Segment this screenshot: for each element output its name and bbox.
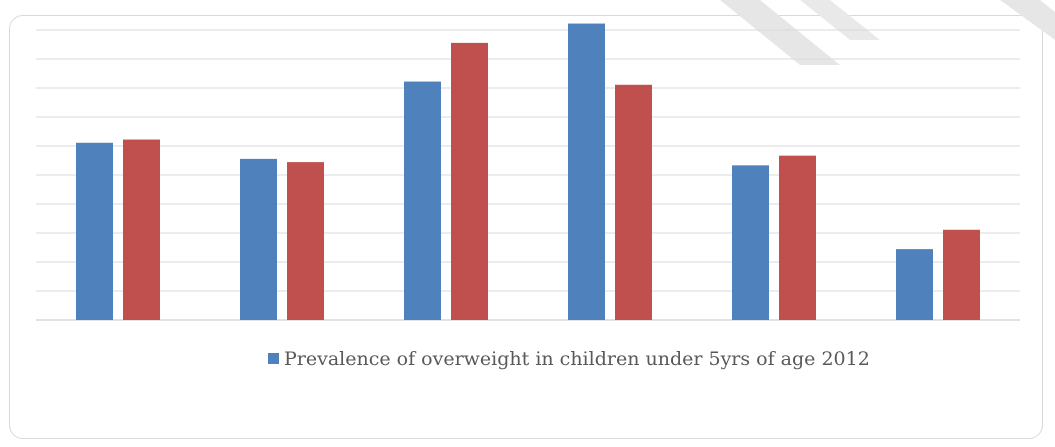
- bar-series-2-group-4: [615, 84, 652, 321]
- bar-series-2-group-5: [779, 155, 816, 320]
- bars: [76, 23, 980, 321]
- chart-frame: [9, 15, 1043, 439]
- gridlines: [36, 29, 1020, 321]
- bar-series-1-group-1: [76, 142, 113, 320]
- bar-series-2-group-6: [943, 229, 980, 320]
- bar-series-1-group-2: [240, 158, 277, 320]
- bar-series-2-group-2: [287, 162, 324, 320]
- bar-series-1-group-4: [568, 23, 605, 321]
- bar-series-1-group-5: [732, 165, 769, 320]
- bar-series-1-group-6: [896, 249, 933, 320]
- legend-label-series-1: Prevalence of overweight in children und…: [284, 348, 870, 370]
- legend-swatch-series-1: [268, 353, 279, 364]
- bar-series-1-group-3: [404, 81, 441, 320]
- bar-series-2-group-1: [123, 139, 160, 320]
- bar-series-2-group-3: [451, 42, 488, 321]
- legend: Prevalence of overweight in children und…: [268, 346, 908, 372]
